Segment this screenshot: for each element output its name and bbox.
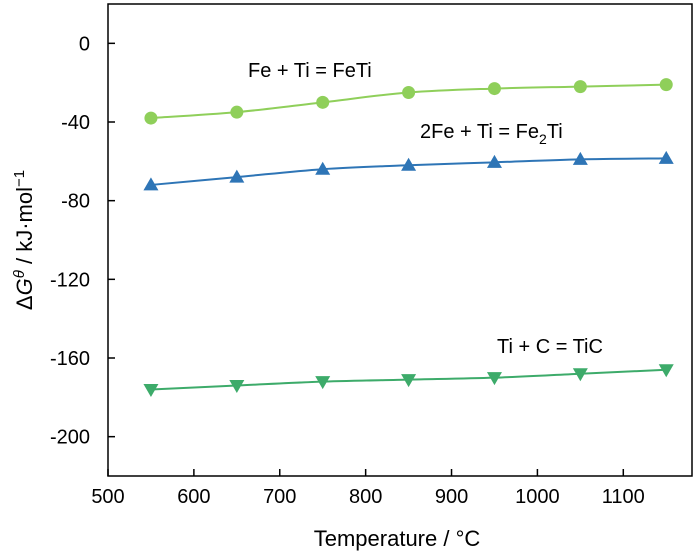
- x-tick-label: 1000: [515, 486, 560, 508]
- data-point: [229, 169, 245, 183]
- x-tick-label: 900: [435, 486, 468, 508]
- data-point: [229, 380, 245, 394]
- x-tick-label: 1100: [602, 486, 645, 508]
- data-point: [316, 95, 330, 109]
- x-tick-label: 600: [177, 486, 210, 508]
- data-point: [315, 376, 331, 390]
- series-label-feti: Fe + Ti = FeTi: [248, 60, 372, 82]
- y-tick-label: -160: [50, 348, 90, 370]
- series-label-fe2ti: 2Fe + Ti = Fe2Ti: [420, 121, 563, 147]
- x-tick-label: 700: [263, 486, 296, 508]
- data-point: [659, 78, 673, 92]
- data-point: [401, 157, 417, 171]
- series-1: [143, 150, 674, 191]
- x-tick-label: 800: [349, 486, 382, 508]
- y-tick-label: -120: [50, 269, 90, 291]
- data-point: [144, 111, 158, 125]
- y-tick-label: 0: [79, 33, 90, 55]
- x-axis-title: Temperature / °C: [314, 526, 481, 551]
- data-point: [402, 86, 416, 99]
- series-0: [144, 78, 673, 125]
- data-point: [572, 368, 588, 382]
- series-2: [143, 364, 674, 397]
- data-point: [401, 374, 417, 388]
- data-point: [486, 154, 502, 168]
- y-axis-title: ΔGθ / kJ·mol−1: [11, 170, 37, 310]
- y-tick-label: -80: [61, 191, 90, 213]
- data-point: [486, 372, 502, 386]
- series-layer: [143, 78, 674, 397]
- data-point: [572, 151, 588, 165]
- x-axis: 500 600 700 800 900 1000 1100: [91, 469, 645, 508]
- y-axis: 0 -40 -80 -120 -160 -200: [50, 33, 115, 449]
- x-tick-label: 500: [91, 486, 124, 508]
- data-point: [315, 161, 331, 175]
- y-tick-label: -40: [61, 112, 90, 134]
- plot-frame: [107, 3, 693, 477]
- data-point: [658, 150, 674, 164]
- data-point: [573, 80, 587, 94]
- data-point: [143, 383, 159, 397]
- y-tick-label: -200: [50, 427, 90, 449]
- data-point: [230, 105, 244, 119]
- data-point: [658, 364, 674, 378]
- data-point: [487, 82, 501, 96]
- series-label-tic: Ti + C = TiC: [497, 336, 603, 358]
- data-point: [143, 177, 159, 191]
